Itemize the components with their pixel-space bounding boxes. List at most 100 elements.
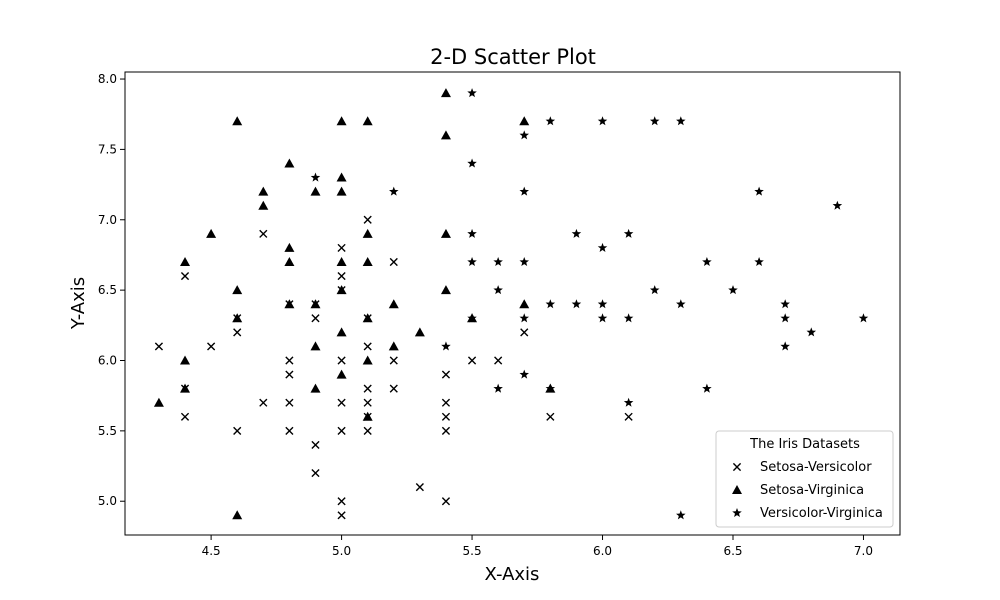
x-tick-label: 4.5 — [202, 544, 221, 558]
data-point-versicolor-virginica — [519, 313, 529, 323]
x-axis-label: X-Axis — [485, 564, 540, 585]
y-axis-ticks: 5.0 5.5 6.0 6.5 7.0 7.5 8.0 — [98, 72, 125, 508]
data-point-setosa-virginica — [362, 313, 373, 323]
data-point-setosa-versicolor — [180, 412, 190, 421]
data-point-setosa-virginica — [336, 369, 347, 379]
data-point-setosa-virginica — [440, 228, 451, 238]
data-point-setosa-virginica — [336, 256, 347, 266]
data-point-setosa-virginica — [232, 285, 243, 295]
data-point-setosa-versicolor — [441, 370, 451, 379]
data-point-setosa-virginica — [206, 228, 217, 238]
data-point-setosa-virginica — [284, 256, 295, 266]
data-point-versicolor-virginica — [493, 285, 503, 295]
data-point-versicolor-virginica — [780, 299, 790, 309]
data-point-setosa-versicolor — [233, 426, 242, 435]
x-axis-ticks: 4.5 5.0 5.5 6.0 6.5 7.0 — [202, 535, 873, 558]
data-point-setosa-versicolor — [337, 426, 346, 435]
data-point-setosa-virginica — [440, 285, 451, 295]
data-point-setosa-versicolor — [154, 342, 164, 351]
data-point-versicolor-virginica — [467, 88, 477, 98]
data-point-setosa-versicolor — [363, 384, 372, 393]
legend-label-setosa-virginica: Setosa-Virginica — [760, 483, 864, 498]
data-point-setosa-versicolor — [337, 271, 346, 281]
data-point-versicolor-virginica — [728, 285, 738, 295]
data-point-setosa-virginica — [153, 397, 164, 407]
data-point-setosa-versicolor — [389, 384, 398, 393]
legend-title: The Iris Datasets — [749, 437, 860, 452]
data-point-versicolor-virginica — [597, 242, 608, 252]
data-point-setosa-versicolor — [363, 398, 372, 407]
data-point-versicolor-virginica — [649, 285, 660, 295]
x-tick-label: 5.5 — [463, 544, 482, 558]
data-point-setosa-virginica — [362, 116, 373, 126]
data-point-versicolor-virginica — [676, 299, 686, 309]
data-point-versicolor-virginica — [780, 313, 790, 323]
data-point-setosa-virginica — [232, 313, 243, 323]
data-point-versicolor-virginica — [545, 383, 556, 393]
data-point-setosa-virginica — [336, 116, 347, 126]
data-point-setosa-virginica — [362, 228, 373, 238]
y-axis-label: Y-Axis — [68, 277, 89, 330]
data-point-setosa-versicolor — [467, 356, 477, 365]
data-point-versicolor-virginica — [754, 186, 764, 196]
data-point-versicolor-virginica — [832, 200, 843, 210]
data-point-setosa-virginica — [310, 341, 321, 351]
x-tick-label: 6.0 — [593, 544, 612, 558]
data-point-versicolor-virginica — [676, 510, 686, 520]
data-point-versicolor-virginica — [597, 299, 608, 309]
data-point-setosa-virginica — [388, 299, 399, 309]
data-point-setosa-virginica — [258, 186, 269, 196]
data-point-versicolor-virginica — [467, 228, 477, 238]
data-point-setosa-versicolor — [311, 314, 320, 323]
data-point-setosa-versicolor — [207, 342, 216, 351]
x-tick-label: 7.0 — [854, 544, 873, 558]
y-tick-label: 6.5 — [98, 283, 117, 297]
data-point-setosa-versicolor — [441, 412, 451, 421]
data-point-setosa-versicolor — [259, 398, 268, 407]
y-tick-label: 5.0 — [98, 494, 117, 508]
legend: The Iris Datasets Setosa-Versicolor Setos… — [715, 430, 894, 528]
plot-frame — [124, 71, 901, 536]
data-point-versicolor-virginica — [571, 228, 582, 238]
legend-label-setosa-versicolor: Setosa-Versicolor — [760, 460, 872, 475]
data-point-setosa-versicolor — [337, 511, 346, 520]
data-point-versicolor-virginica — [519, 256, 529, 267]
data-point-versicolor-virginica — [389, 186, 399, 196]
data-point-setosa-virginica — [362, 411, 373, 421]
data-point-setosa-versicolor — [311, 440, 320, 450]
data-point-setosa-versicolor — [363, 342, 372, 351]
data-point-versicolor-virginica — [649, 116, 660, 126]
data-point-versicolor-virginica — [467, 313, 477, 323]
data-point-versicolor-virginica — [310, 172, 321, 182]
data-point-setosa-virginica — [519, 299, 530, 309]
data-point-setosa-virginica — [310, 383, 321, 393]
data-point-setosa-virginica — [440, 130, 451, 140]
data-point-versicolor-virginica — [597, 116, 608, 126]
data-point-versicolor-virginica — [493, 256, 503, 267]
data-point-versicolor-virginica — [519, 130, 529, 140]
data-point-setosa-versicolor — [259, 229, 268, 238]
chart-title: 2-D Scatter Plot — [430, 45, 596, 69]
legend-marker-versicolor-virginica — [732, 508, 742, 518]
data-point-setosa-virginica — [232, 116, 243, 126]
data-point-setosa-versicolor — [285, 426, 294, 435]
data-point-setosa-virginica — [336, 186, 347, 196]
data-point-setosa-virginica — [440, 88, 451, 98]
data-point-setosa-virginica — [362, 355, 373, 365]
data-point-versicolor-virginica — [441, 341, 451, 351]
data-point-versicolor-virginica — [571, 299, 582, 309]
data-point-setosa-versicolor — [285, 356, 294, 365]
data-point-setosa-versicolor — [311, 468, 320, 478]
data-point-setosa-versicolor — [441, 398, 451, 407]
data-point-versicolor-virginica — [545, 116, 556, 126]
data-point-versicolor-virginica — [623, 228, 634, 238]
data-point-setosa-versicolor — [546, 412, 555, 421]
data-point-versicolor-virginica — [623, 313, 634, 323]
data-point-setosa-versicolor — [624, 412, 633, 421]
data-point-versicolor-virginica — [519, 186, 529, 196]
legend-label-versicolor-virginica: Versicolor-Virginica — [760, 506, 883, 521]
data-point-setosa-virginica — [336, 172, 347, 182]
data-point-setosa-virginica — [180, 355, 191, 365]
data-point-setosa-versicolor — [494, 356, 503, 365]
data-point-setosa-versicolor — [337, 497, 346, 506]
